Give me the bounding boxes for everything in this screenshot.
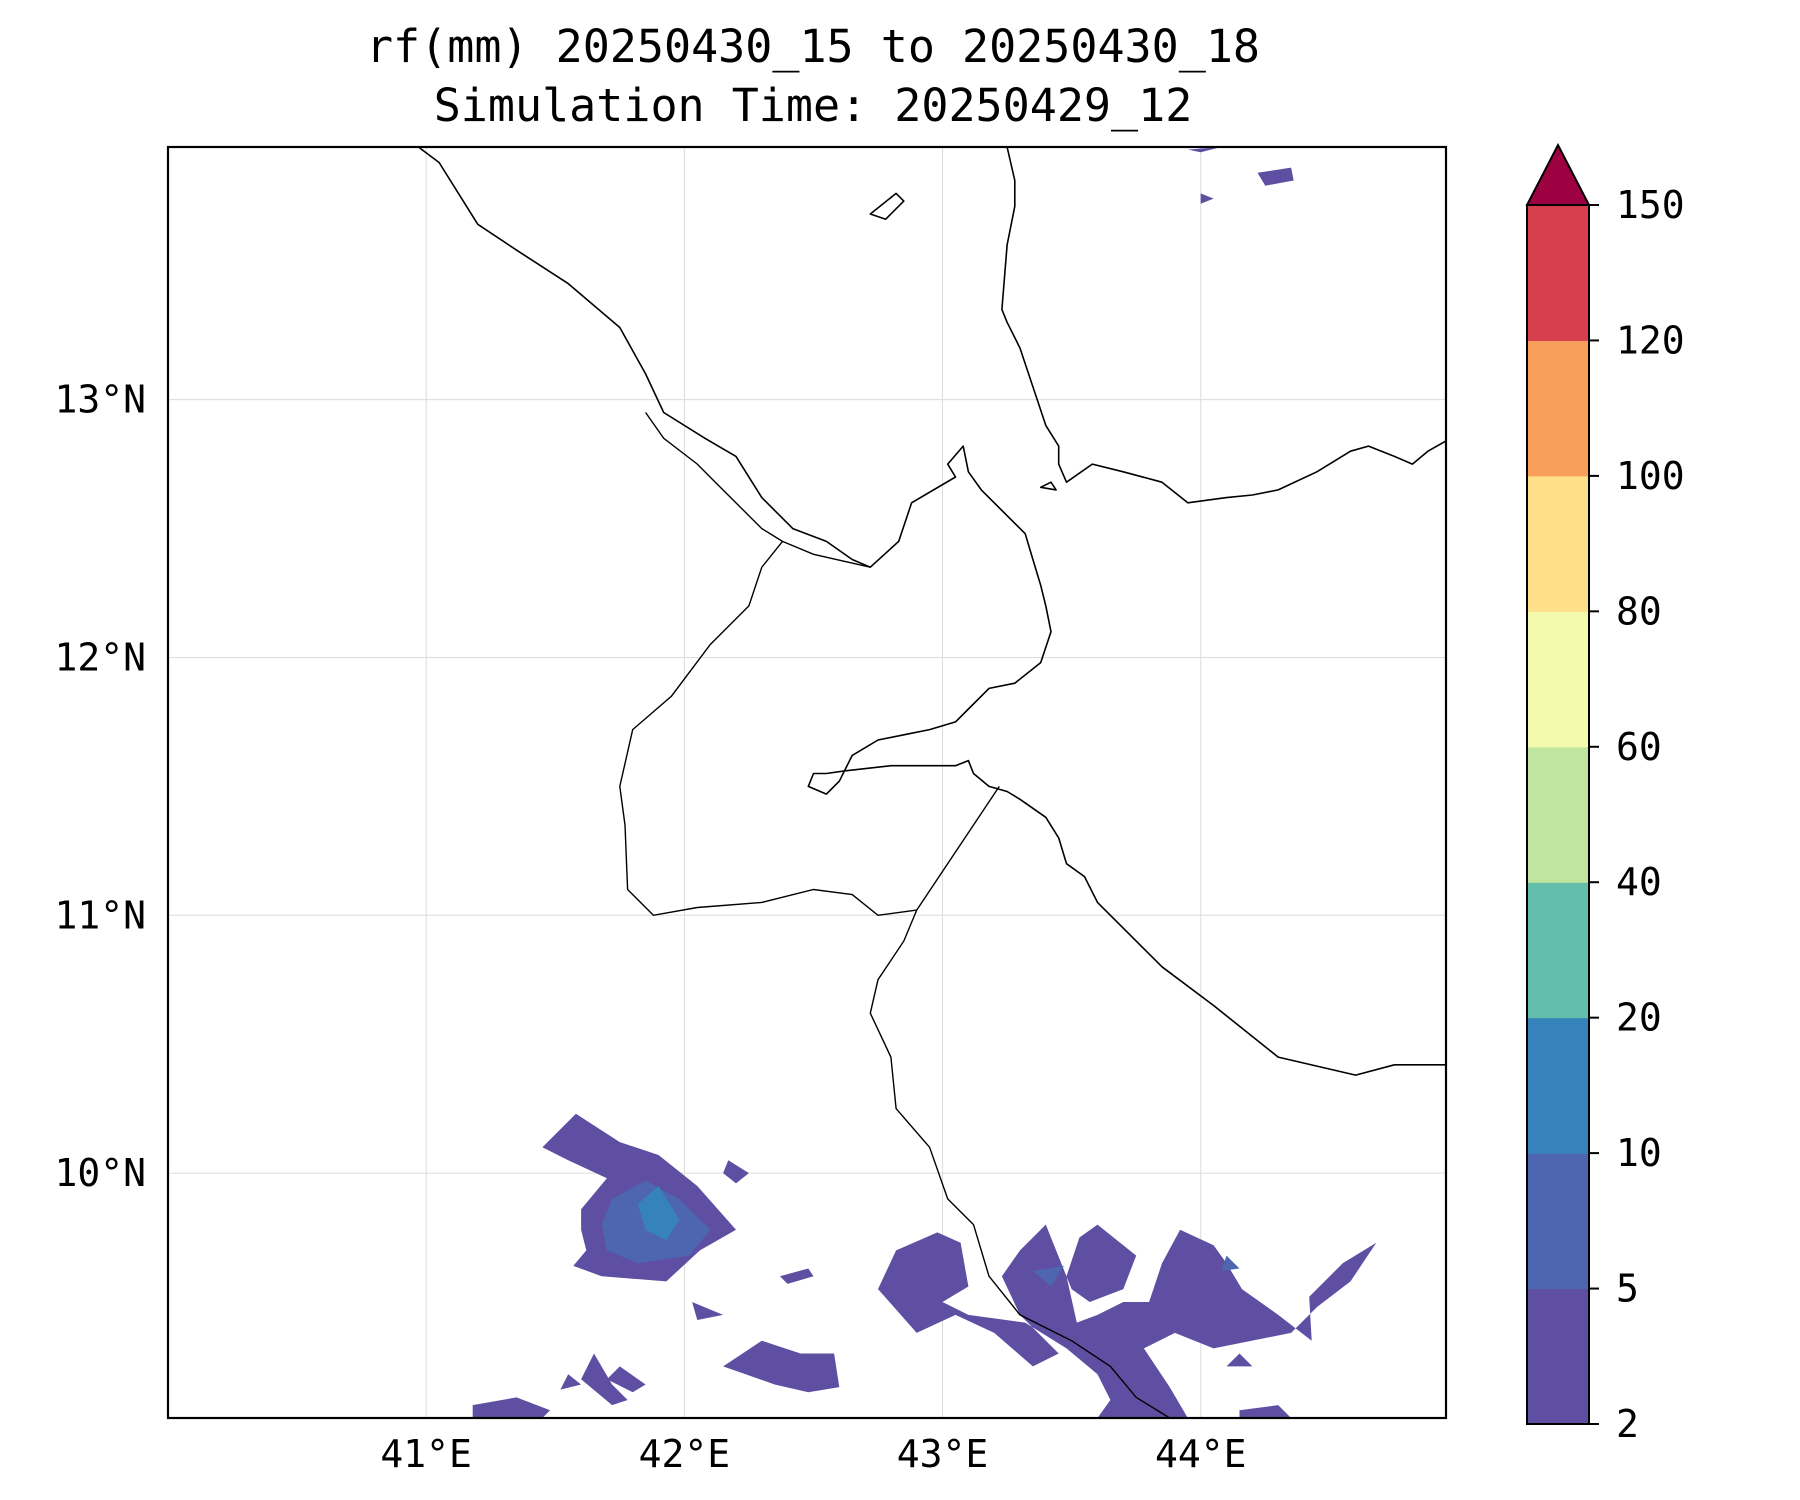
rain-area-2-5 bbox=[1226, 1353, 1253, 1367]
colorbar-segment bbox=[1527, 1017, 1589, 1154]
colorbar: 2 5 10 20 40 60 80 100 120 150 bbox=[1525, 142, 1685, 1446]
rain-area-2-5 bbox=[723, 1340, 840, 1393]
lon-tick-label: 43°E bbox=[897, 1432, 989, 1476]
dahlak-like-island bbox=[869, 192, 905, 220]
lon-tick-label: 41°E bbox=[380, 1432, 472, 1476]
rain-area-2-5 bbox=[692, 1302, 724, 1320]
rain-area-2-5 bbox=[1257, 167, 1294, 186]
lon-tick-label: 42°E bbox=[639, 1432, 731, 1476]
colorbar-segment bbox=[1527, 475, 1589, 612]
rain-area-2-5 bbox=[1239, 1405, 1292, 1418]
colorbar-segment bbox=[1527, 1153, 1589, 1290]
map-panel: 41°E 42°E 43°E 44°E 13°N 12°N 11°N 10°N bbox=[54, 145, 1448, 1476]
rain-area-2-5 bbox=[581, 1353, 628, 1406]
rain-area-5-10 bbox=[1221, 1255, 1240, 1271]
rainfall-contours bbox=[472, 147, 1377, 1418]
colorbar-tick-label: 20 bbox=[1616, 996, 1662, 1040]
rain-area-2-5 bbox=[606, 1366, 646, 1393]
colorbar-frame bbox=[1526, 204, 1590, 1425]
rain-area-2-5 bbox=[1187, 147, 1222, 153]
colorbar-tick-label: 2 bbox=[1616, 1402, 1639, 1446]
border-djibouti-ethiopia bbox=[619, 540, 917, 917]
rain-area-2-5 bbox=[560, 1374, 582, 1390]
rain-area-2-5 bbox=[723, 1160, 749, 1184]
colorbar-segment bbox=[1527, 882, 1589, 1019]
rain-area-2-5 bbox=[1200, 193, 1214, 204]
lat-tick-label: 11°N bbox=[54, 893, 146, 937]
country-borders bbox=[619, 412, 1171, 1418]
colorbar-segment bbox=[1527, 205, 1589, 341]
rain-area-2-5 bbox=[878, 1224, 1377, 1418]
border-eritrea-ethiopia bbox=[645, 412, 783, 542]
perim-like-island bbox=[1039, 481, 1057, 491]
rain-area-2-5 bbox=[472, 1397, 551, 1418]
coastlines bbox=[417, 147, 1446, 1076]
colorbar-tick-label: 10 bbox=[1616, 1131, 1662, 1175]
rain-area-10-20 bbox=[637, 1186, 680, 1241]
colorbar-tick-label: 150 bbox=[1616, 183, 1685, 227]
border-djibouti-somaliland bbox=[916, 786, 1000, 911]
map-frame bbox=[166, 145, 1448, 1420]
colorbar-segment bbox=[1527, 746, 1589, 883]
figure-title-line1: rf(mm) 20250430_15 to 20250430_18 bbox=[366, 20, 1260, 73]
border-djibouti-north bbox=[782, 540, 871, 568]
lon-tick-label: 44°E bbox=[1155, 1432, 1247, 1476]
colorbar-tick-label: 60 bbox=[1616, 725, 1662, 769]
colorbar-extend-arrow bbox=[1525, 142, 1591, 206]
colorbar-tick-label: 120 bbox=[1616, 318, 1685, 362]
rain-area-2-5 bbox=[779, 1268, 814, 1284]
colorbar-segment bbox=[1527, 1288, 1589, 1425]
axis-ticks: 41°E 42°E 43°E 44°E 13°N 12°N 11°N 10°N bbox=[54, 378, 1246, 1476]
lat-tick-label: 12°N bbox=[54, 635, 146, 679]
border-ethiopia-somaliland bbox=[869, 909, 1171, 1418]
colorbar-segment bbox=[1527, 611, 1589, 748]
colorbar-segment bbox=[1527, 340, 1589, 477]
arabian-coast bbox=[1001, 147, 1446, 504]
lat-tick-label: 10°N bbox=[54, 1151, 146, 1195]
colorbar-tick-label: 40 bbox=[1616, 860, 1662, 904]
colorbar-tick-label: 5 bbox=[1616, 1267, 1639, 1311]
african-coast bbox=[417, 147, 1446, 1076]
lat-tick-label: 13°N bbox=[54, 378, 146, 422]
colorbar-tick-label: 100 bbox=[1616, 454, 1685, 498]
rain-area-5-10 bbox=[1032, 1265, 1064, 1287]
graticule bbox=[168, 147, 1446, 1418]
figure-title-line2: Simulation Time: 20250429_12 bbox=[434, 79, 1193, 132]
colorbar-tick-label: 80 bbox=[1616, 589, 1662, 633]
